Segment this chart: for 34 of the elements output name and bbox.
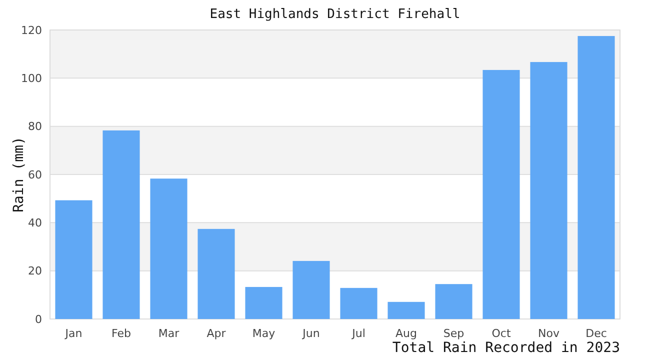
y-tick-label: 40 bbox=[28, 216, 42, 230]
x-tick-label: Nov bbox=[538, 327, 560, 340]
bar bbox=[198, 228, 235, 319]
y-tick-label: 0 bbox=[35, 312, 42, 326]
text: Total Rain Recorded in 2023 bbox=[392, 340, 620, 356]
bar bbox=[292, 260, 330, 319]
x-tick-label: Feb bbox=[112, 327, 131, 340]
x-tick-label: Apr bbox=[206, 327, 226, 340]
x-tick-label: Sep bbox=[443, 327, 464, 340]
x-tick-label: Jun bbox=[302, 327, 320, 340]
y-tick-label: 60 bbox=[28, 168, 42, 182]
x-tick-label: Mar bbox=[158, 327, 180, 340]
bar bbox=[482, 70, 520, 319]
bar bbox=[388, 302, 425, 319]
y-tick-label: 100 bbox=[21, 72, 42, 86]
bar bbox=[150, 178, 188, 319]
x-tick-label: Dec bbox=[586, 327, 607, 340]
y-axis-title: Rain (mm) bbox=[11, 136, 27, 212]
y-tick-label: 80 bbox=[28, 120, 42, 134]
chart-title: East Highlands District Firehall bbox=[210, 7, 460, 22]
bar bbox=[245, 286, 282, 319]
x-tick-label: Jul bbox=[351, 327, 366, 340]
x-tick-label: Aug bbox=[396, 327, 417, 340]
bar bbox=[102, 130, 140, 319]
bar bbox=[530, 62, 568, 319]
x-tick-label: Oct bbox=[492, 327, 512, 340]
x-tick-label: May bbox=[252, 327, 276, 340]
y-tick-label: 20 bbox=[28, 264, 42, 278]
bar bbox=[578, 36, 615, 319]
bar bbox=[340, 288, 378, 319]
x-tick-label: Jan bbox=[64, 327, 82, 340]
bar bbox=[55, 200, 92, 319]
y-tick-label: 120 bbox=[21, 24, 42, 37]
bar bbox=[435, 284, 472, 319]
